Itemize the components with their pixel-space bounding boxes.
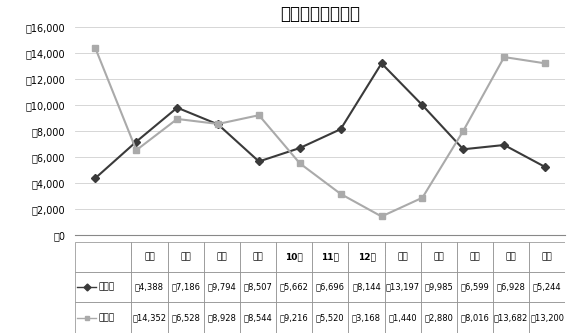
- Text: ￥6,599: ￥6,599: [460, 283, 489, 292]
- Text: ￥5,520: ￥5,520: [316, 313, 344, 322]
- FancyBboxPatch shape: [457, 242, 493, 272]
- FancyBboxPatch shape: [529, 302, 565, 333]
- FancyBboxPatch shape: [493, 302, 529, 333]
- FancyBboxPatch shape: [204, 272, 240, 302]
- Text: ５月: ５月: [542, 253, 553, 261]
- Text: ￥1,440: ￥1,440: [388, 313, 417, 322]
- FancyBboxPatch shape: [385, 242, 421, 272]
- FancyBboxPatch shape: [75, 302, 132, 333]
- Text: ￥9,794: ￥9,794: [208, 283, 236, 292]
- Text: ３月: ３月: [470, 253, 481, 261]
- FancyBboxPatch shape: [204, 242, 240, 272]
- Text: ￥13,197: ￥13,197: [385, 283, 419, 292]
- Text: ￥8,507: ￥8,507: [243, 283, 272, 292]
- Text: 11月: 11月: [321, 253, 339, 261]
- FancyBboxPatch shape: [167, 302, 204, 333]
- FancyBboxPatch shape: [529, 272, 565, 302]
- FancyBboxPatch shape: [312, 272, 349, 302]
- Text: ￥3,168: ￥3,168: [352, 313, 381, 322]
- Text: ￥7,186: ￥7,186: [171, 283, 200, 292]
- FancyBboxPatch shape: [75, 242, 132, 272]
- FancyBboxPatch shape: [349, 242, 385, 272]
- FancyBboxPatch shape: [457, 272, 493, 302]
- FancyBboxPatch shape: [493, 272, 529, 302]
- Text: 購入料: 購入料: [99, 283, 115, 292]
- FancyBboxPatch shape: [312, 302, 349, 333]
- Text: ￥6,696: ￥6,696: [316, 283, 345, 292]
- FancyBboxPatch shape: [312, 242, 349, 272]
- FancyBboxPatch shape: [132, 272, 167, 302]
- FancyBboxPatch shape: [132, 242, 167, 272]
- Text: ￥13,200: ￥13,200: [530, 313, 564, 322]
- Text: ７月: ７月: [180, 253, 191, 261]
- Text: ￥5,662: ￥5,662: [280, 283, 309, 292]
- Text: ￥5,244: ￥5,244: [533, 283, 561, 292]
- Text: ￥8,016: ￥8,016: [460, 313, 489, 322]
- Text: ￥9,216: ￥9,216: [280, 313, 309, 322]
- Text: 売電料: 売電料: [99, 313, 115, 322]
- FancyBboxPatch shape: [457, 302, 493, 333]
- FancyBboxPatch shape: [421, 272, 457, 302]
- Text: ４月: ４月: [506, 253, 516, 261]
- Title: 太陽光発電の売買: 太陽光発電の売買: [280, 5, 360, 23]
- FancyBboxPatch shape: [132, 302, 167, 333]
- Text: １月: １月: [398, 253, 408, 261]
- FancyBboxPatch shape: [240, 242, 276, 272]
- Text: ￥14,352: ￥14,352: [133, 313, 167, 322]
- FancyBboxPatch shape: [240, 272, 276, 302]
- FancyBboxPatch shape: [276, 242, 312, 272]
- FancyBboxPatch shape: [204, 302, 240, 333]
- FancyBboxPatch shape: [421, 242, 457, 272]
- Text: ￥6,928: ￥6,928: [497, 283, 526, 292]
- FancyBboxPatch shape: [385, 302, 421, 333]
- Text: ９月: ９月: [253, 253, 263, 261]
- FancyBboxPatch shape: [349, 302, 385, 333]
- FancyBboxPatch shape: [240, 302, 276, 333]
- FancyBboxPatch shape: [493, 242, 529, 272]
- FancyBboxPatch shape: [167, 272, 204, 302]
- FancyBboxPatch shape: [349, 272, 385, 302]
- FancyBboxPatch shape: [167, 242, 204, 272]
- Text: ￥9,985: ￥9,985: [425, 283, 454, 292]
- FancyBboxPatch shape: [421, 302, 457, 333]
- FancyBboxPatch shape: [529, 242, 565, 272]
- Text: 12月: 12月: [358, 253, 376, 261]
- Text: 10月: 10月: [285, 253, 303, 261]
- Text: ６月: ６月: [144, 253, 155, 261]
- FancyBboxPatch shape: [385, 272, 421, 302]
- Text: ￥13,682: ￥13,682: [494, 313, 529, 322]
- Text: ￥4,388: ￥4,388: [135, 283, 164, 292]
- Text: ￥8,928: ￥8,928: [207, 313, 236, 322]
- FancyBboxPatch shape: [75, 272, 132, 302]
- Text: ￥6,528: ￥6,528: [171, 313, 200, 322]
- Text: ８月: ８月: [216, 253, 227, 261]
- Text: ２月: ２月: [433, 253, 444, 261]
- FancyBboxPatch shape: [276, 272, 312, 302]
- FancyBboxPatch shape: [276, 302, 312, 333]
- Text: ￥8,544: ￥8,544: [243, 313, 272, 322]
- Text: ￥8,144: ￥8,144: [352, 283, 381, 292]
- Text: ￥2,880: ￥2,880: [425, 313, 454, 322]
